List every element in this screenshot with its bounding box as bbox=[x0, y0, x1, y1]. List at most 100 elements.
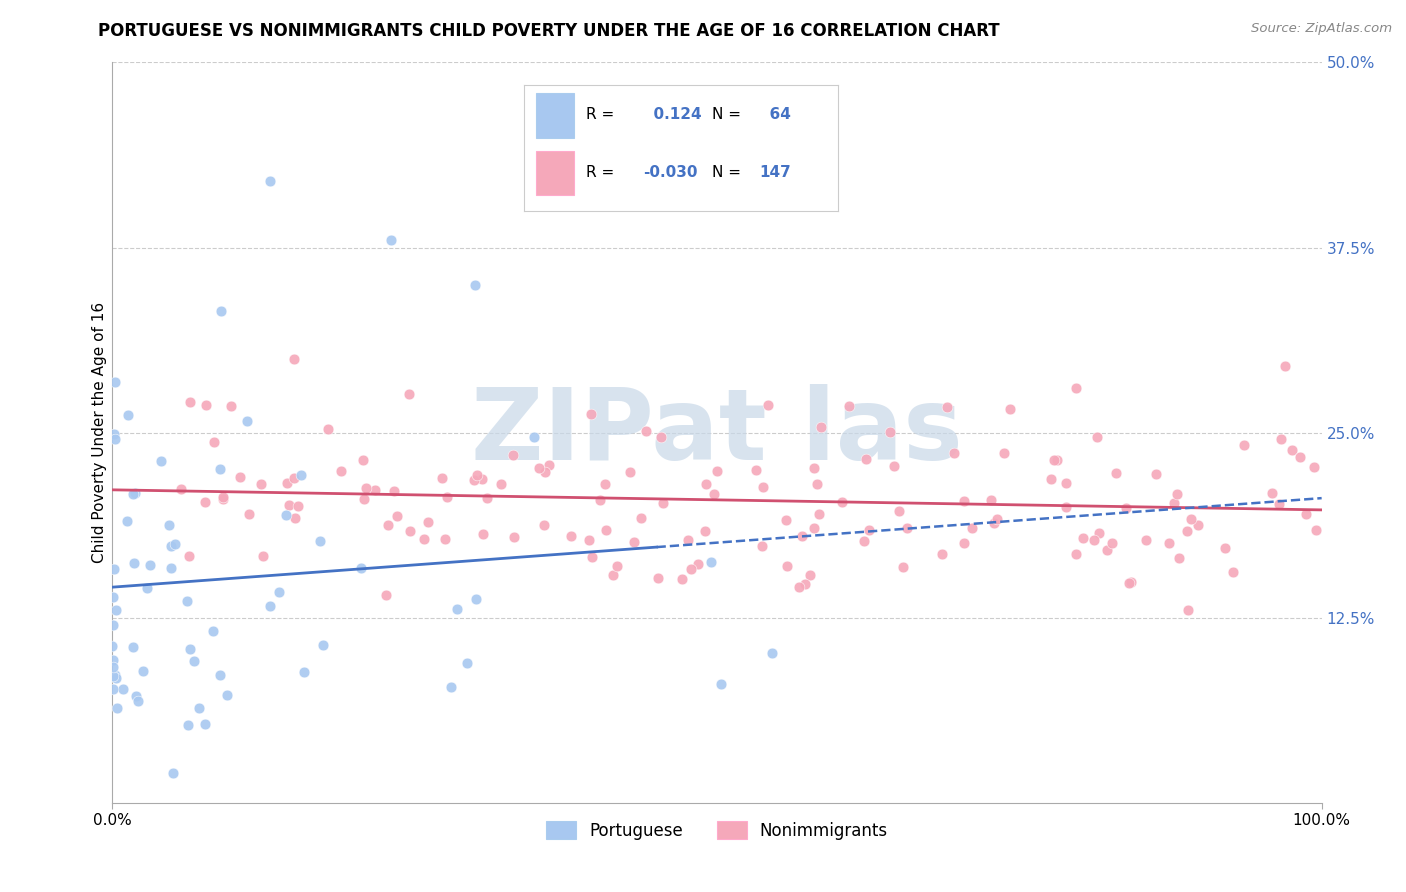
Point bbox=[636, 424, 658, 438]
Point bbox=[1083, 533, 1105, 547]
Point bbox=[1289, 450, 1312, 464]
Point bbox=[170, 482, 193, 496]
Point bbox=[858, 524, 880, 538]
Point bbox=[283, 471, 305, 485]
Point bbox=[1046, 452, 1069, 467]
Point bbox=[1085, 430, 1108, 444]
Point bbox=[179, 642, 201, 657]
Point bbox=[1187, 517, 1209, 532]
Point bbox=[1087, 525, 1109, 540]
Point bbox=[1144, 467, 1167, 482]
Point bbox=[398, 524, 420, 538]
Point bbox=[751, 540, 773, 554]
Point bbox=[1222, 565, 1244, 579]
Point bbox=[1233, 438, 1256, 452]
Point bbox=[1177, 603, 1199, 617]
Point bbox=[1054, 475, 1077, 490]
Point bbox=[308, 534, 330, 549]
Point bbox=[651, 496, 673, 510]
Point bbox=[135, 581, 157, 595]
Point bbox=[188, 701, 211, 715]
Point bbox=[889, 504, 911, 518]
Point bbox=[630, 511, 652, 525]
Point bbox=[101, 653, 124, 667]
Point bbox=[252, 549, 274, 563]
Point bbox=[810, 419, 832, 434]
Point bbox=[852, 533, 875, 548]
Point bbox=[1039, 472, 1062, 486]
Point bbox=[101, 639, 124, 653]
Point bbox=[101, 681, 124, 696]
Point bbox=[703, 487, 725, 501]
Point bbox=[249, 476, 271, 491]
Point bbox=[803, 521, 825, 535]
Point bbox=[209, 304, 232, 318]
Point bbox=[183, 654, 205, 668]
Point bbox=[194, 717, 217, 731]
Point bbox=[808, 508, 831, 522]
Point bbox=[1095, 542, 1118, 557]
Point bbox=[1118, 575, 1140, 590]
Point bbox=[1135, 533, 1157, 547]
Point bbox=[1213, 541, 1236, 555]
Point bbox=[179, 395, 201, 409]
Point bbox=[159, 561, 181, 575]
Point bbox=[412, 533, 434, 547]
Point bbox=[105, 701, 128, 715]
Text: PORTUGUESE VS NONIMMIGRANTS CHILD POVERTY UNDER THE AGE OF 16 CORRELATION CHART: PORTUGUESE VS NONIMMIGRANTS CHILD POVERT… bbox=[98, 22, 1000, 40]
Point bbox=[1180, 512, 1202, 526]
Point bbox=[139, 558, 162, 572]
Point bbox=[269, 585, 291, 599]
Point bbox=[464, 591, 486, 606]
Point bbox=[292, 665, 315, 680]
Point bbox=[931, 547, 953, 561]
Point bbox=[475, 491, 498, 506]
Point bbox=[676, 533, 699, 548]
Point bbox=[380, 233, 402, 247]
Point bbox=[776, 559, 799, 574]
Point bbox=[101, 660, 124, 674]
Point bbox=[150, 454, 173, 468]
Point bbox=[1281, 442, 1303, 457]
Point bbox=[529, 461, 551, 475]
Point bbox=[896, 521, 918, 535]
Point bbox=[1064, 381, 1087, 395]
Point bbox=[699, 555, 721, 569]
Point bbox=[440, 680, 463, 694]
Point bbox=[124, 557, 146, 571]
Point bbox=[983, 516, 1005, 531]
Text: Source: ZipAtlas.com: Source: ZipAtlas.com bbox=[1251, 22, 1392, 36]
Point bbox=[1305, 523, 1327, 537]
Point bbox=[121, 487, 143, 501]
Point bbox=[806, 477, 828, 491]
Point bbox=[803, 461, 825, 475]
Point bbox=[695, 477, 717, 491]
Point bbox=[560, 529, 582, 543]
Point bbox=[125, 689, 148, 703]
Point bbox=[1270, 432, 1292, 446]
Point bbox=[1043, 453, 1066, 467]
Point bbox=[619, 465, 641, 479]
Point bbox=[693, 524, 716, 538]
Point bbox=[229, 470, 252, 484]
Point bbox=[1166, 487, 1188, 501]
Point bbox=[1175, 524, 1198, 538]
Point bbox=[104, 433, 127, 447]
Point bbox=[1261, 485, 1284, 500]
Point bbox=[578, 533, 600, 547]
Point bbox=[176, 717, 198, 731]
Point bbox=[162, 766, 184, 780]
Point bbox=[879, 425, 901, 439]
Point bbox=[465, 467, 488, 482]
Point bbox=[235, 414, 257, 428]
Point bbox=[398, 387, 420, 401]
Point bbox=[217, 688, 239, 702]
Point bbox=[211, 491, 233, 506]
Point bbox=[986, 512, 1008, 526]
Point bbox=[283, 351, 305, 366]
Point bbox=[354, 481, 377, 495]
Point bbox=[1274, 359, 1296, 373]
Point bbox=[1268, 497, 1291, 511]
Point bbox=[787, 580, 810, 594]
Point bbox=[208, 461, 231, 475]
